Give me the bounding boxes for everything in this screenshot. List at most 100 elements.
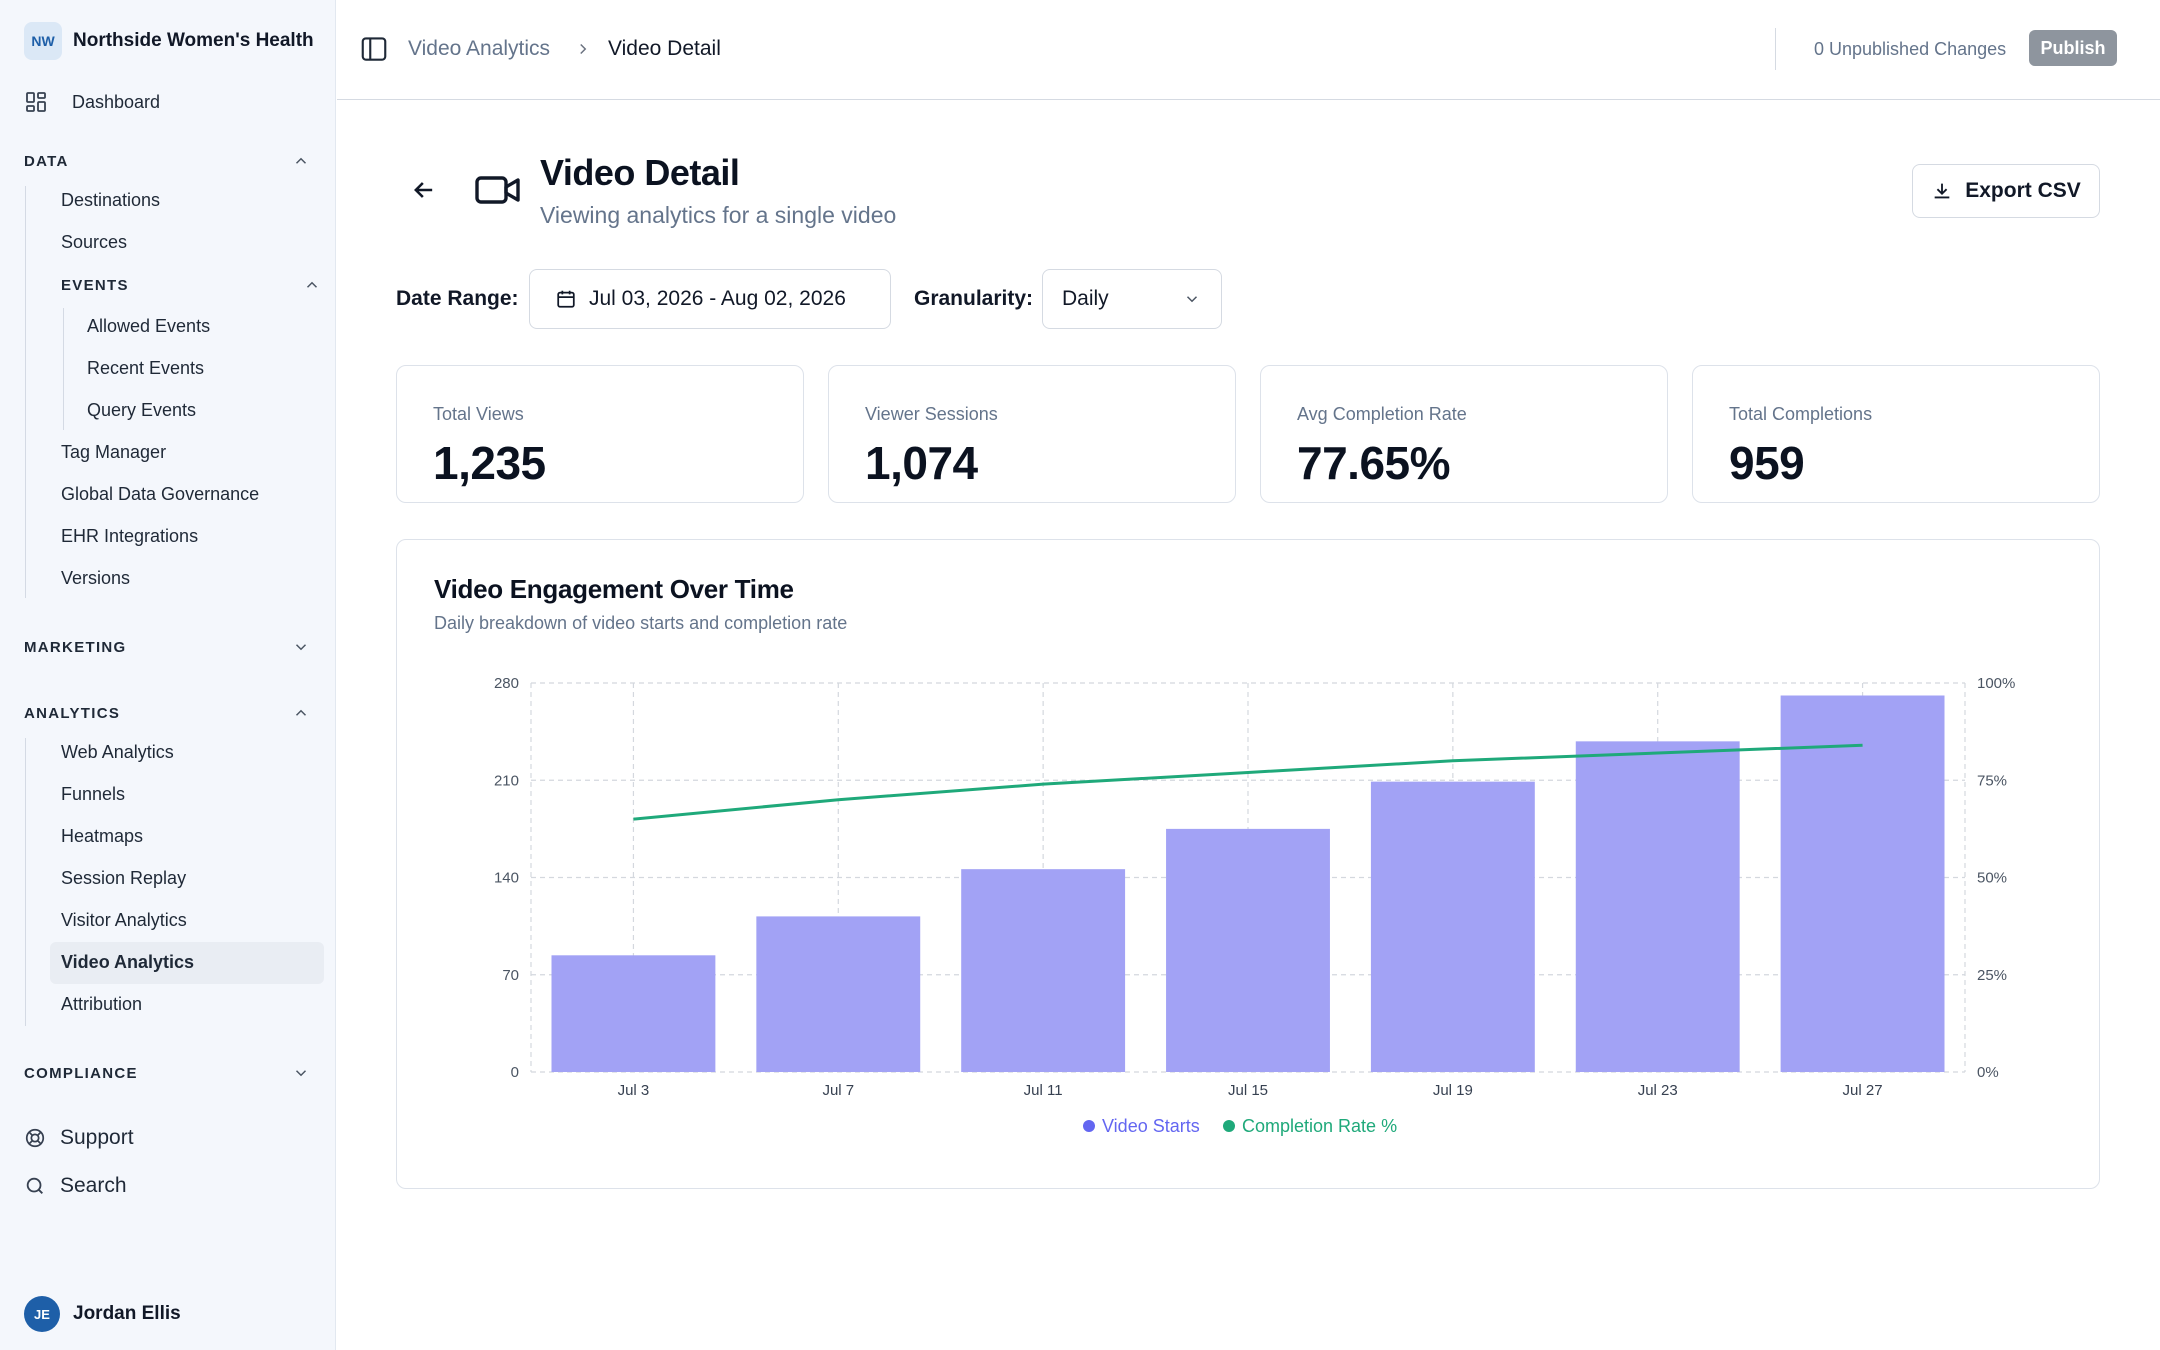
kpi-label: Avg Completion Rate [1297,404,1467,424]
page-title: Video Detail [540,152,740,193]
unpublished-changes: 0 Unpublished Changes [1814,39,2007,59]
org-switcher[interactable]: NW Northside Women's Health [24,22,314,60]
user-name: Jordan Ellis [73,1303,181,1324]
y-tick-label-left: 70 [502,967,519,984]
sidebar-item-session-replay[interactable]: Session Replay [61,868,187,888]
sidebar-item-tag-manager[interactable]: Tag Manager [61,442,167,462]
y-tick-label-right: 50% [1977,870,2007,887]
date-range-picker[interactable]: Jul 03, 2026 - Aug 02, 2026 [529,269,891,329]
sidebar-item-versions[interactable]: Versions [61,568,131,588]
org-badge: NW [24,22,62,60]
legend-swatch-completion-rate [1223,1120,1235,1132]
lifebuoy-icon [25,1128,45,1148]
support-label: Support [60,1126,134,1149]
section-data[interactable]: DATA [24,152,310,170]
back-arrow-icon[interactable] [410,176,438,204]
kpi-card-total-completions: Total Completions 959 [1692,365,2100,503]
x-tick-label: Jul 11 [1024,1082,1063,1099]
user-menu[interactable]: JE Jordan Ellis [24,1296,181,1332]
chevron-up-icon [295,157,307,164]
nav-guide-line [25,186,26,598]
chart-subtitle: Daily breakdown of video starts and comp… [434,613,848,633]
sidebar-item-destinations[interactable]: Destinations [61,190,161,210]
sidebar-item-attribution[interactable]: Attribution [61,994,143,1014]
x-tick-label: Jul 27 [1843,1082,1883,1099]
section-label: MARKETING [24,638,127,656]
sidebar-item-global-data-governance[interactable]: Global Data Governance [61,484,260,504]
kpi-value: 1,074 [865,437,978,489]
search-label: Search [60,1174,127,1197]
section-marketing[interactable]: MARKETING [24,638,310,656]
sidebar: NW Northside Women's Health Dashboard DA… [0,0,336,1350]
sidebar-item-web-analytics[interactable]: Web Analytics [61,742,174,762]
publish-button[interactable]: Publish [2029,30,2117,66]
legend-swatch-video-starts [1083,1120,1095,1132]
sidebar-item-video-analytics[interactable]: Video Analytics [61,952,195,972]
chart-title: Video Engagement Over Time [434,574,794,604]
section-label: COMPLIANCE [24,1064,138,1082]
x-tick-label: Jul 3 [618,1082,650,1099]
kpi-value: 1,235 [433,437,546,489]
section-events[interactable]: EVENTS [61,276,321,294]
kpi-card-total-views: Total Views 1,235 [396,365,804,503]
sidebar-item-heatmaps[interactable]: Heatmaps [61,826,144,846]
chart-card: 0 0% 70 25% 140 50% 210 75% 280 100% Jul 3 Jul 7 Jul… [396,539,2100,1189]
nav-guide-line [63,308,64,430]
sidebar-item-dashboard[interactable]: Dashboard [24,90,160,114]
section-label: DATA [24,152,69,170]
bar [961,869,1126,1072]
y-tick-label-right: 0% [1977,1064,1999,1081]
sidebar-toggle-icon[interactable] [359,34,389,64]
divider [1775,28,1776,70]
y-tick-label-right: 25% [1977,967,2007,984]
export-label: Export CSV [1965,179,2081,202]
kpi-label: Total Views [433,404,524,424]
bar [1780,695,1945,1072]
section-label: ANALYTICS [24,704,121,722]
nav-guide-line [25,738,26,1026]
date-range-label: Date Range: [396,287,519,310]
x-tick-label: Jul 15 [1228,1082,1268,1099]
bar [1370,781,1535,1072]
page-subtitle: Viewing analytics for a single video [540,202,897,228]
sidebar-item-allowed-events[interactable]: Allowed Events [87,316,211,336]
granularity-label: Granularity: [914,287,1034,310]
chevron-up-icon [306,281,318,288]
kpi-label: Viewer Sessions [865,404,998,424]
sidebar-item-recent-events[interactable]: Recent Events [87,358,205,378]
download-icon [1934,183,1950,199]
export-csv-button[interactable]: Export CSV [1912,164,2100,218]
granularity-select[interactable]: Daily [1042,269,1222,329]
chevron-right-icon [580,43,587,55]
avatar: JE [24,1296,60,1332]
org-name: Northside Women's Health [73,30,314,51]
sidebar-item-funnels[interactable]: Funnels [61,784,126,804]
bar [551,955,716,1072]
kpi-card-avg-completion-rate: Avg Completion Rate 77.65% [1260,365,1668,503]
y-tick-label-left: 140 [494,870,519,887]
bar [756,916,921,1072]
breadcrumb-parent[interactable]: Video Analytics [408,37,551,60]
engagement-chart: 0 0% 70 25% 140 50% 210 75% 280 100% Jul 3 Jul 7 Jul… [494,675,2015,1136]
chevron-up-icon [295,709,307,716]
chevron-down-icon [1186,296,1198,303]
section-compliance[interactable]: COMPLIANCE [24,1064,310,1082]
x-tick-label: Jul 7 [822,1082,854,1099]
dashboard-icon [26,92,46,112]
kpi-card-viewer-sessions: Viewer Sessions 1,074 [828,365,1236,503]
sidebar-active-highlight [50,942,324,984]
sidebar-item-sources[interactable]: Sources [61,232,128,252]
calendar-icon [557,290,575,308]
y-tick-label-left: 280 [494,675,519,692]
search-icon [26,1177,43,1194]
kpi-label: Total Completions [1729,404,1873,424]
y-tick-label-left: 0 [511,1064,519,1081]
support-link[interactable]: Support [24,1126,134,1150]
search-link[interactable]: Search [24,1174,127,1198]
sidebar-item-visitor-analytics[interactable]: Visitor Analytics [61,910,187,930]
sidebar-item-ehr-integrations[interactable]: EHR Integrations [61,526,199,546]
legend-label-completion-rate: Completion Rate % [1242,1116,1397,1136]
chevron-down-icon [295,644,307,651]
sidebar-item-query-events[interactable]: Query Events [87,400,197,420]
section-analytics[interactable]: ANALYTICS [24,704,310,722]
